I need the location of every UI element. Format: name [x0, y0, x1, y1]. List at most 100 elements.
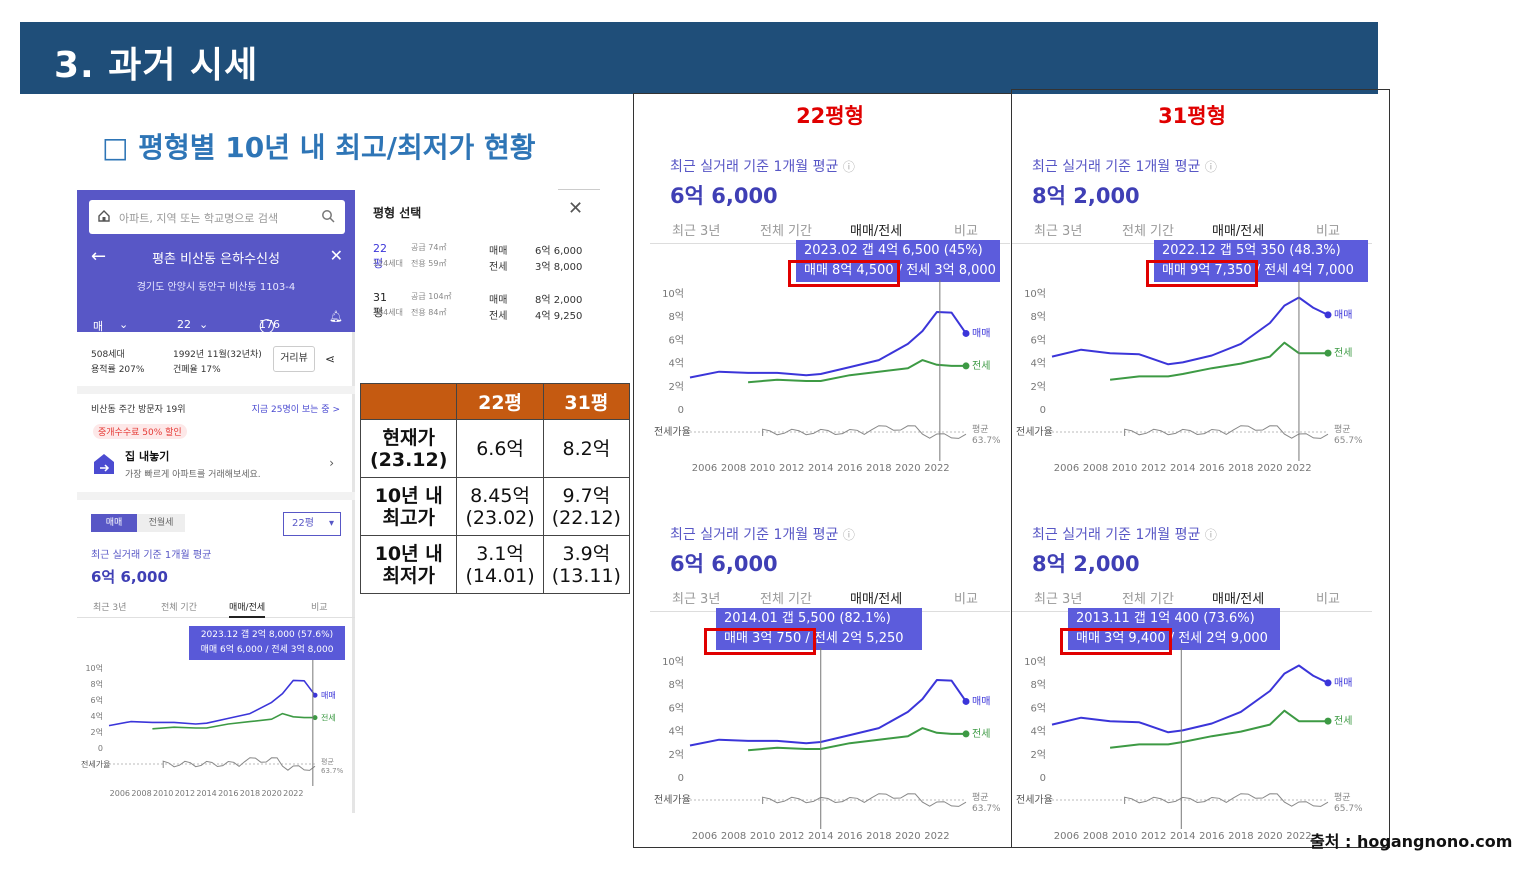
chart-tab[interactable]: 최근 3년: [1034, 592, 1083, 607]
table-header: 31평: [542, 383, 631, 420]
apartment-name: 평촌 비산동 은하수신성: [152, 252, 280, 267]
y-tick-label: 0: [98, 744, 103, 753]
jeonse-ratio-line: [1124, 793, 1329, 807]
chart-tab[interactable]: 전체 기간: [1122, 592, 1174, 607]
legend-jeonse: 전세: [972, 728, 990, 740]
chart-tab[interactable]: 전체 기간: [1122, 224, 1174, 239]
ratio-label: 전세가율: [654, 794, 691, 806]
discount-badge: 중개수수료 50% 할인: [93, 424, 187, 439]
sale-jeonse-chart: 10억 8억 6억 4억 2억 0 2006 2008 2010 2012 2014 2016 2018…: [1016, 280, 1363, 474]
avg-price: 6억 6,000: [670, 552, 778, 576]
table-row: 10년 내 최고가 8.45억 (23.02) 9.7억 (22.12): [359, 477, 631, 536]
search-input[interactable]: 아파트, 지역 또는 학교명으로 검색: [119, 212, 279, 225]
tab-sale-jeonse[interactable]: 매매/전세: [229, 600, 266, 618]
chart-tab[interactable]: 전체 기간: [760, 224, 812, 239]
y-tick-label: 0: [678, 405, 684, 416]
x-tick-label: 2018: [1228, 463, 1253, 474]
y-tick-label: 0: [1040, 405, 1046, 416]
divider: [77, 386, 355, 394]
back-arrow-icon[interactable]: ←: [91, 246, 107, 267]
x-tick-label: 2018: [866, 831, 891, 842]
slide-title: 3. 과거 시세: [54, 45, 259, 86]
x-tick-label: 2020: [261, 789, 281, 798]
avg-label: 평균: [972, 792, 989, 803]
chart-tab[interactable]: 최근 3년: [1034, 224, 1083, 239]
slide-title-bar: 3. 과거 시세: [20, 22, 1378, 94]
x-tick-label: 2022: [283, 789, 303, 798]
option-households: 384세대: [373, 308, 403, 317]
end-point: [962, 697, 970, 705]
legend-sale: 매매: [972, 695, 990, 707]
chart-tab[interactable]: 비교: [1316, 224, 1340, 239]
chart-tab[interactable]: 비교: [954, 592, 978, 607]
list-house-title[interactable]: 집 내놓기: [125, 450, 170, 463]
chart-tab[interactable]: 비교: [954, 224, 978, 239]
road-view-button[interactable]: 거리뷰: [273, 346, 315, 372]
ratio-label: 전세가율: [654, 426, 691, 438]
avg-label: 평균: [1334, 424, 1351, 435]
y-tick-label: 10억: [1024, 656, 1046, 668]
search-box[interactable]: 아파트, 지역 또는 학교명으로 검색: [89, 200, 345, 234]
jeonse-price-line: [152, 712, 315, 730]
toggle-rent[interactable]: 전월세: [137, 514, 185, 532]
end-point: [1324, 349, 1332, 357]
y-tick-label: 6억: [668, 702, 684, 714]
x-tick-label: 2016: [837, 831, 862, 842]
jeonse-price-line: [748, 727, 966, 752]
option-label-sale: 매매: [489, 246, 508, 257]
search-icon[interactable]: [321, 209, 335, 223]
card-size-title: 22평형: [796, 104, 864, 128]
x-tick-label: 2016: [837, 463, 862, 474]
x-tick-label: 2014: [808, 831, 833, 842]
end-point: [1324, 311, 1332, 319]
tab-recent-3y[interactable]: 최근 3년: [93, 603, 127, 613]
x-tick-label: 2022: [924, 463, 949, 474]
y-tick-label: 6억: [1030, 702, 1046, 714]
x-tick-label: 2010: [1112, 463, 1137, 474]
chart-tab[interactable]: 최근 3년: [672, 224, 721, 239]
tab-all-period[interactable]: 전체 기간: [161, 603, 197, 613]
tab-compare[interactable]: 비교: [311, 603, 328, 613]
x-tick-label: 2008: [721, 463, 746, 474]
x-tick-label: 2006: [1054, 463, 1079, 474]
price-chart-card: 최근 실거래 기준 1개월 평균 ⓘ 6억 6,000 최근 3년 전체 기간 매매/전…: [650, 478, 1010, 848]
size-select[interactable]: 22평 ▾: [283, 512, 341, 536]
table-header: [359, 383, 458, 420]
y-tick-label: 6억: [1030, 334, 1046, 346]
apartment-built: 1992년 11월(32년차) 건폐율 17%: [173, 350, 262, 375]
avg-price: 6억 6,000: [670, 184, 778, 208]
share-icon[interactable]: ⋖: [325, 352, 336, 366]
y-tick-label: 8억: [1030, 679, 1046, 691]
divider: [558, 189, 600, 190]
divider: [77, 492, 355, 500]
option-supply: 공급 74㎡: [411, 243, 447, 252]
avg-label: 평균: [1334, 792, 1351, 803]
y-tick-label: 2억: [91, 727, 103, 737]
now-viewing-link[interactable]: 지금 25명이 보는 중 >: [251, 405, 340, 415]
avg-value: 63.7%: [972, 436, 1001, 446]
x-tick-label: 2016: [218, 789, 238, 798]
chevron-right-icon[interactable]: ›: [329, 456, 334, 470]
close-icon[interactable]: ✕: [568, 198, 584, 219]
y-tick-label: 2억: [1030, 749, 1046, 761]
toggle-trade[interactable]: 매매: [91, 514, 137, 532]
y-tick-label: 4억: [668, 358, 684, 370]
chart-tab[interactable]: 비교: [1316, 592, 1340, 607]
home-icon[interactable]: [97, 209, 111, 223]
x-tick-label: 2010: [1112, 831, 1137, 842]
chart-tab[interactable]: 전체 기간: [760, 592, 812, 607]
chart-tab[interactable]: 최근 3년: [672, 592, 721, 607]
sale-price-line: [689, 679, 967, 747]
y-tick-label: 8억: [668, 679, 684, 691]
x-tick-label: 2016: [1199, 831, 1224, 842]
option-size: 22평: [373, 242, 387, 270]
apartment-address: 경기도 안양시 동안구 비산동 1103-4: [136, 282, 296, 293]
sale-jeonse-chart: 10억 8억 6억 4억 2억 0 2006 2008 2010 2012 2014 2016 2018…: [654, 280, 1001, 474]
bell-icon[interactable]: 🔔︎: [329, 310, 343, 323]
price-chart-card: 최근 실거래 기준 1개월 평균 ⓘ 8억 2,000 최근 3년 전체 기간 매매/전…: [1012, 478, 1372, 848]
close-icon[interactable]: ✕: [329, 246, 343, 265]
end-point: [1324, 717, 1332, 725]
x-tick-label: 2012: [779, 831, 804, 842]
avg-value: 65.7%: [1334, 804, 1363, 814]
y-tick-label: 0: [678, 773, 684, 784]
